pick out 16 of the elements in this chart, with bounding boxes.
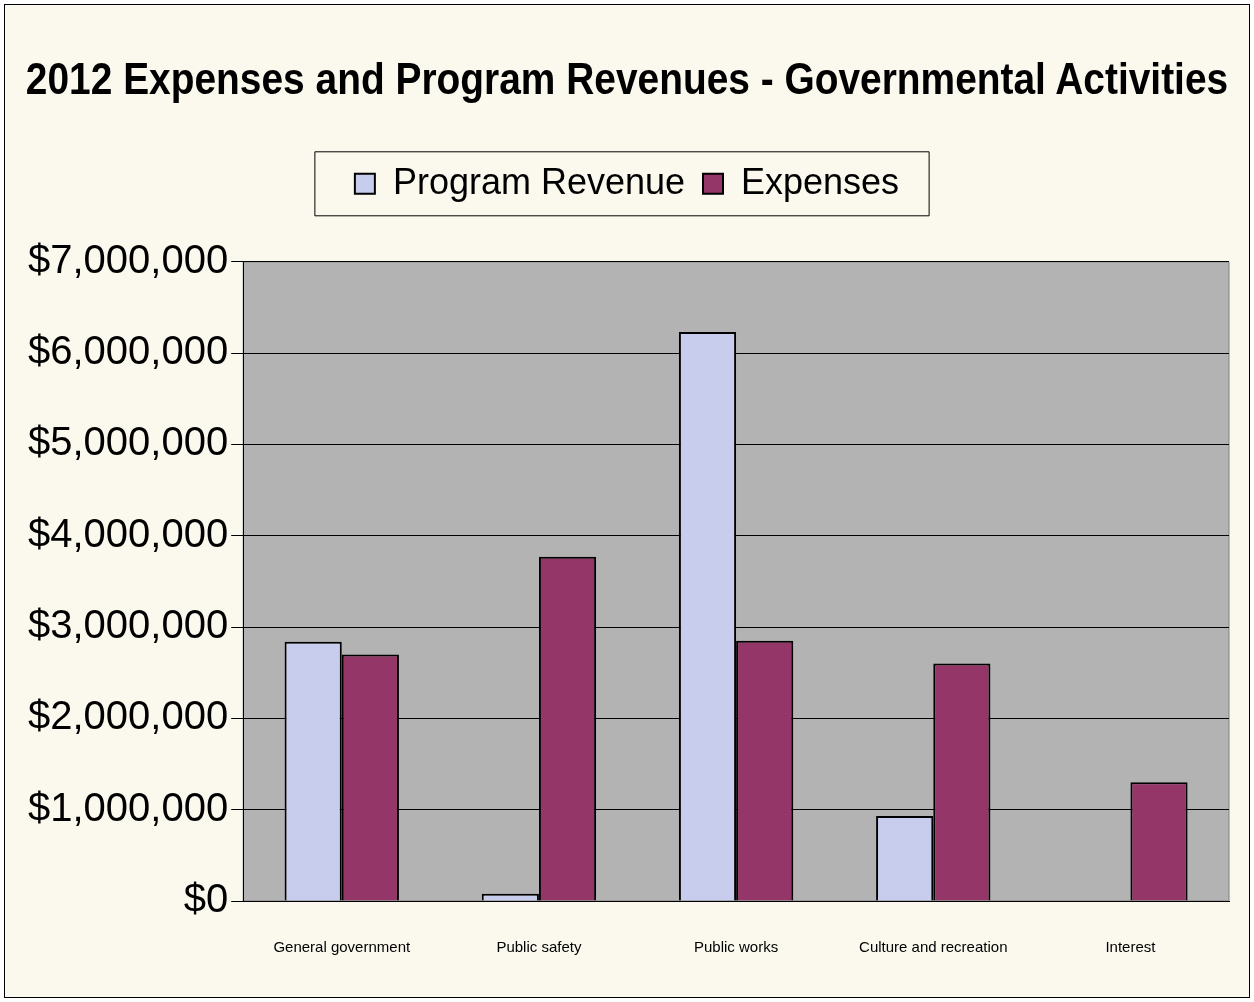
chart-title: 2012 Expenses and Program Revenues - Governmental Activities [25, 53, 1229, 104]
y-tick-label: $1,000,000 [27, 784, 229, 829]
x-tick-label: Public safety [496, 938, 582, 956]
x-tick-label: Interest [1105, 938, 1157, 956]
legend-label: Expenses [741, 160, 900, 202]
x-tick-label: Public works [694, 938, 779, 956]
y-tick-label: $0 [183, 876, 229, 921]
y-tick-label: $4,000,000 [27, 510, 229, 555]
y-tick-label: $6,000,000 [27, 328, 229, 373]
y-tick-label: $5,000,000 [27, 419, 229, 464]
legend-label: Program Revenue [392, 160, 686, 202]
x-tick-label: General government [273, 938, 411, 956]
x-tick-label: Culture and recreation [859, 938, 1008, 956]
y-tick-label: $2,000,000 [27, 693, 229, 738]
y-tick-label: $7,000,000 [27, 236, 229, 281]
y-tick-label: $3,000,000 [27, 602, 229, 647]
